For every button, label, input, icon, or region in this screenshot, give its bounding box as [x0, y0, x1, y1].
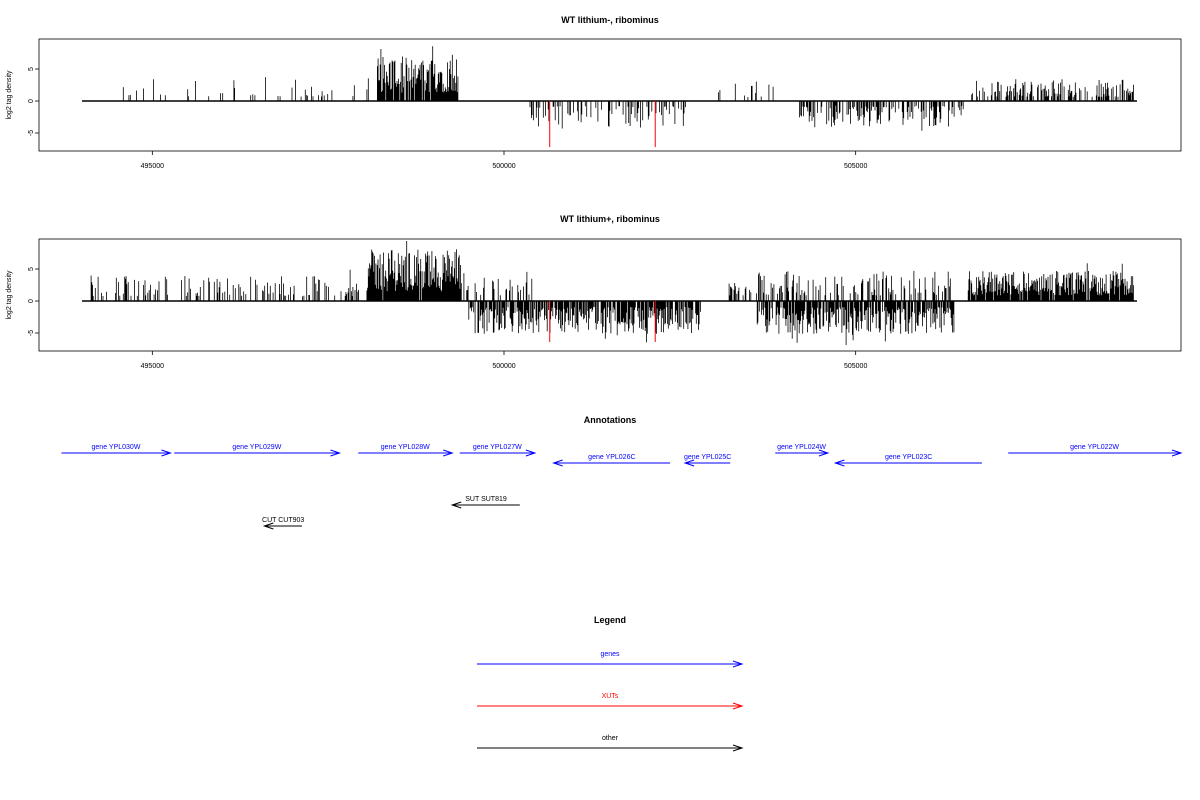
feature-label: gene YPL024W	[777, 444, 826, 451]
arrowhead-icon	[161, 449, 173, 457]
signal-segment	[728, 270, 951, 301]
signal-segment	[756, 301, 955, 345]
arrowhead-icon	[262, 522, 274, 530]
legend-item-other: other	[477, 735, 744, 752]
annotations-track: Annotations gene YPL030W gene YPL029W gene…	[61, 415, 1183, 530]
y-tick-label: 0	[28, 299, 35, 303]
x-tick-label: 505000	[844, 363, 867, 370]
xut-spikes	[549, 101, 656, 148]
feature-gene-ypl027w[interactable]: gene YPL027W	[459, 444, 537, 457]
signal-segment	[799, 101, 964, 131]
feature-label: gene YPL029W	[232, 444, 281, 451]
signal-segment	[971, 79, 1134, 101]
feature-gene-ypl026c[interactable]: gene YPL026C	[552, 454, 671, 467]
feature-list: gene YPL030W gene YPL029W gene YPL028W gene…	[61, 444, 1183, 530]
feature-label: gene YPL026C	[588, 454, 635, 461]
feature-sut-sut819[interactable]: SUT SUT819	[450, 496, 520, 509]
feature-label: gene YPL022W	[1070, 444, 1119, 451]
arrowhead-icon	[818, 449, 830, 457]
panel-title: WT lithium+, ribominus	[560, 214, 660, 224]
x-tick-label: 505000	[844, 163, 867, 170]
legend-item-genes: genes	[477, 651, 744, 668]
feature-label: CUT CUT903	[262, 517, 304, 524]
feature-label: gene YPL030W	[92, 444, 141, 451]
legend-title: Legend	[594, 615, 626, 625]
arrowhead-icon	[330, 449, 342, 457]
feature-gene-ypl022w[interactable]: gene YPL022W	[1008, 444, 1183, 457]
signal-segment	[718, 81, 774, 101]
x-tick-label: 495000	[141, 163, 164, 170]
y-axis: -5 0 5	[28, 67, 39, 136]
annotations-title: Annotations	[584, 415, 637, 425]
legend: Legend genes XUTs other	[477, 615, 744, 752]
feature-gene-ypl029w[interactable]: gene YPL029W	[174, 444, 342, 457]
feature-label: SUT SUT819	[465, 496, 507, 503]
y-tick-label: 0	[28, 99, 35, 103]
plot-frame	[38, 38, 1182, 152]
feature-label: gene YPL025C	[684, 454, 731, 461]
signal-segment	[122, 77, 369, 101]
arrowhead-icon	[732, 702, 744, 710]
y-tick-label: -5	[28, 130, 35, 136]
feature-label: gene YPL027W	[473, 444, 522, 451]
arrowhead-icon	[552, 459, 563, 467]
y-tick-label: 5	[28, 267, 35, 271]
arrowhead-icon	[443, 449, 454, 457]
legend-label: other	[602, 735, 619, 742]
legend-label: genes	[600, 651, 620, 658]
arrowhead-icon	[683, 459, 695, 467]
feature-cut-cut903[interactable]: CUT CUT903	[262, 517, 304, 530]
arrowhead-icon	[732, 744, 744, 752]
xut-spikes	[549, 301, 656, 342]
signal-bars	[82, 241, 1137, 345]
panel-title: WT lithium-, ribominus	[561, 15, 659, 25]
signal-segment	[463, 271, 533, 301]
arrowhead-icon	[1171, 449, 1183, 457]
feature-gene-ypl030w[interactable]: gene YPL030W	[61, 444, 173, 457]
track-panel-lithium-minus: WT lithium-, ribominus log2 tag density …	[6, 15, 1182, 170]
signal-segment	[468, 301, 701, 343]
signal-segment	[377, 46, 459, 101]
arrowhead-icon	[732, 660, 744, 668]
feature-gene-ypl024w[interactable]: gene YPL024W	[775, 444, 830, 457]
feature-gene-ypl028w[interactable]: gene YPL028W	[358, 444, 454, 457]
feature-label: gene YPL023C	[885, 454, 932, 461]
track-panel-lithium-plus: WT lithium+, ribominus log2 tag density …	[6, 214, 1182, 370]
x-tick-label: 495000	[141, 363, 164, 370]
feature-gene-ypl025c[interactable]: gene YPL025C	[683, 454, 731, 467]
x-tick-label: 500000	[492, 163, 515, 170]
signal-segment	[90, 269, 359, 301]
signal-segment	[967, 263, 1134, 301]
x-axis: 495000 500000 505000	[141, 151, 867, 170]
signal-segment	[529, 101, 686, 129]
y-tick-label: -5	[28, 330, 35, 336]
arrowhead-icon	[833, 459, 845, 467]
x-axis: 495000 500000 505000	[141, 351, 867, 370]
plot-frame	[38, 238, 1182, 352]
feature-gene-ypl023c[interactable]: gene YPL023C	[833, 454, 982, 467]
y-axis-label: log2 tag density	[6, 70, 13, 120]
signal-segment	[366, 241, 462, 301]
arrowhead-icon	[525, 449, 537, 457]
signal-bars	[82, 46, 1137, 131]
y-axis-label: log2 tag density	[6, 270, 13, 320]
legend-item-xuts: XUTs	[477, 693, 744, 710]
legend-label: XUTs	[602, 693, 619, 700]
legend-items: genes XUTs other	[477, 651, 744, 752]
arrowhead-icon	[450, 501, 462, 509]
y-axis: -5 0 5	[28, 267, 39, 336]
y-tick-label: 5	[28, 67, 35, 71]
x-tick-label: 500000	[492, 363, 515, 370]
feature-label: gene YPL028W	[381, 444, 430, 451]
